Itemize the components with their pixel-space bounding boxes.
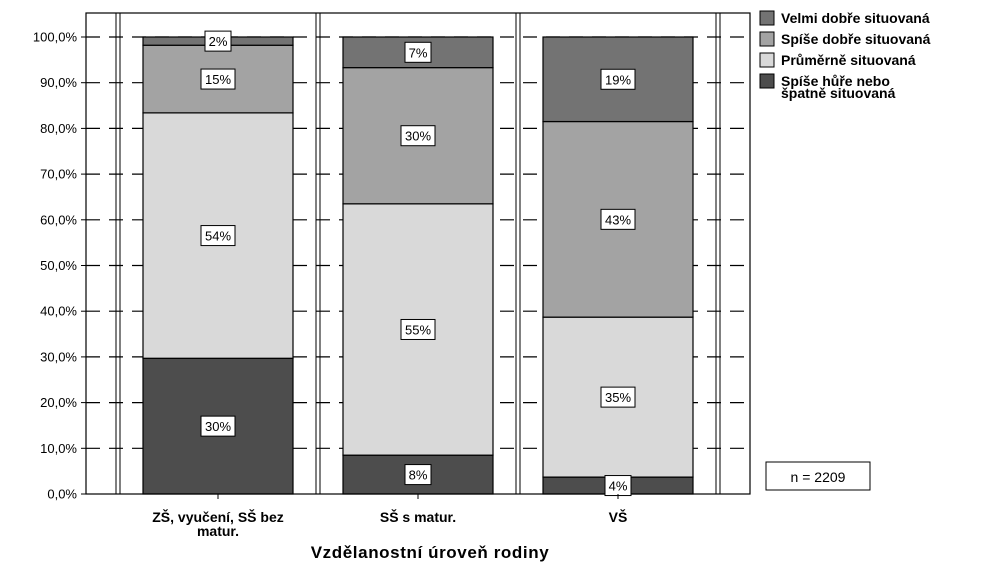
x-axis-title: Vzdělanostní úroveň rodiny [311, 543, 550, 562]
data-label-box [204, 30, 232, 52]
y-tick-label: 50,0% [40, 258, 77, 273]
data-label-box [600, 68, 636, 90]
legend-swatch [759, 52, 775, 68]
data-label: 7% [409, 45, 428, 60]
y-tick-label: 90,0% [40, 75, 77, 90]
legend-label: Velmi dobře situovaná [781, 10, 930, 26]
legend-swatch [759, 10, 775, 26]
data-label: 2% [209, 34, 228, 49]
legend: Velmi dobře situovaná Spíše dobře situova… [759, 10, 931, 101]
data-label: 19% [605, 72, 631, 87]
y-tick-label: 0,0% [47, 487, 77, 502]
data-label: 43% [605, 212, 631, 227]
data-label: 8% [409, 468, 428, 483]
axis-layer: 0,0% 10,0% 20,0% 30,0% 40,0% 50,0% 60,0% 70,0% 8… [33, 30, 627, 540]
data-label-box [404, 464, 432, 486]
x-category-label: ZŠ, vyučení, SŠ bez [152, 508, 284, 525]
note-text: n = 2209 [791, 469, 846, 485]
data-label-box [600, 386, 636, 408]
data-label: 54% [205, 229, 231, 244]
y-tick-label: 80,0% [40, 121, 77, 136]
legend-label: špatně situovaná [781, 85, 896, 101]
data-label: 35% [605, 390, 631, 405]
legend-label: Spíše dobře situovaná [781, 31, 931, 47]
x-category-label: VŠ [609, 508, 628, 525]
legend-label: Spíše hůře nebo [781, 73, 890, 89]
data-label-box [400, 318, 436, 340]
y-tick-label: 70,0% [40, 167, 77, 182]
legend-swatch [759, 73, 775, 89]
y-tick-label: 20,0% [40, 395, 77, 410]
data-label-box [200, 225, 236, 247]
data-label: 30% [405, 129, 431, 144]
data-label: 4% [609, 479, 628, 494]
sample-size-note: n = 2209 [765, 461, 871, 491]
labels-layer: 30% 54% 15% 2% 8% 55% 30% 7% 4% 35% 43% 19% [200, 30, 636, 497]
legend-swatch [759, 31, 775, 47]
y-tick-label: 60,0% [40, 212, 77, 227]
data-label-box [600, 208, 636, 230]
data-label-box [400, 125, 436, 147]
data-label: 30% [205, 419, 231, 434]
y-tick-label: 10,0% [40, 441, 77, 456]
y-tick-label: 40,0% [40, 304, 77, 319]
data-label: 55% [405, 322, 431, 337]
x-category-label: matur. [197, 523, 239, 539]
y-tick-label: 100,0% [33, 30, 78, 45]
y-tick-label: 30,0% [40, 349, 77, 364]
data-label-box [200, 415, 236, 437]
legend-label: Průměrně situovaná [781, 52, 916, 68]
data-label-box [200, 68, 236, 90]
data-label-box [404, 41, 432, 63]
x-category-label: SŠ s matur. [380, 508, 456, 525]
data-label: 15% [205, 72, 231, 87]
note-box [765, 461, 871, 491]
